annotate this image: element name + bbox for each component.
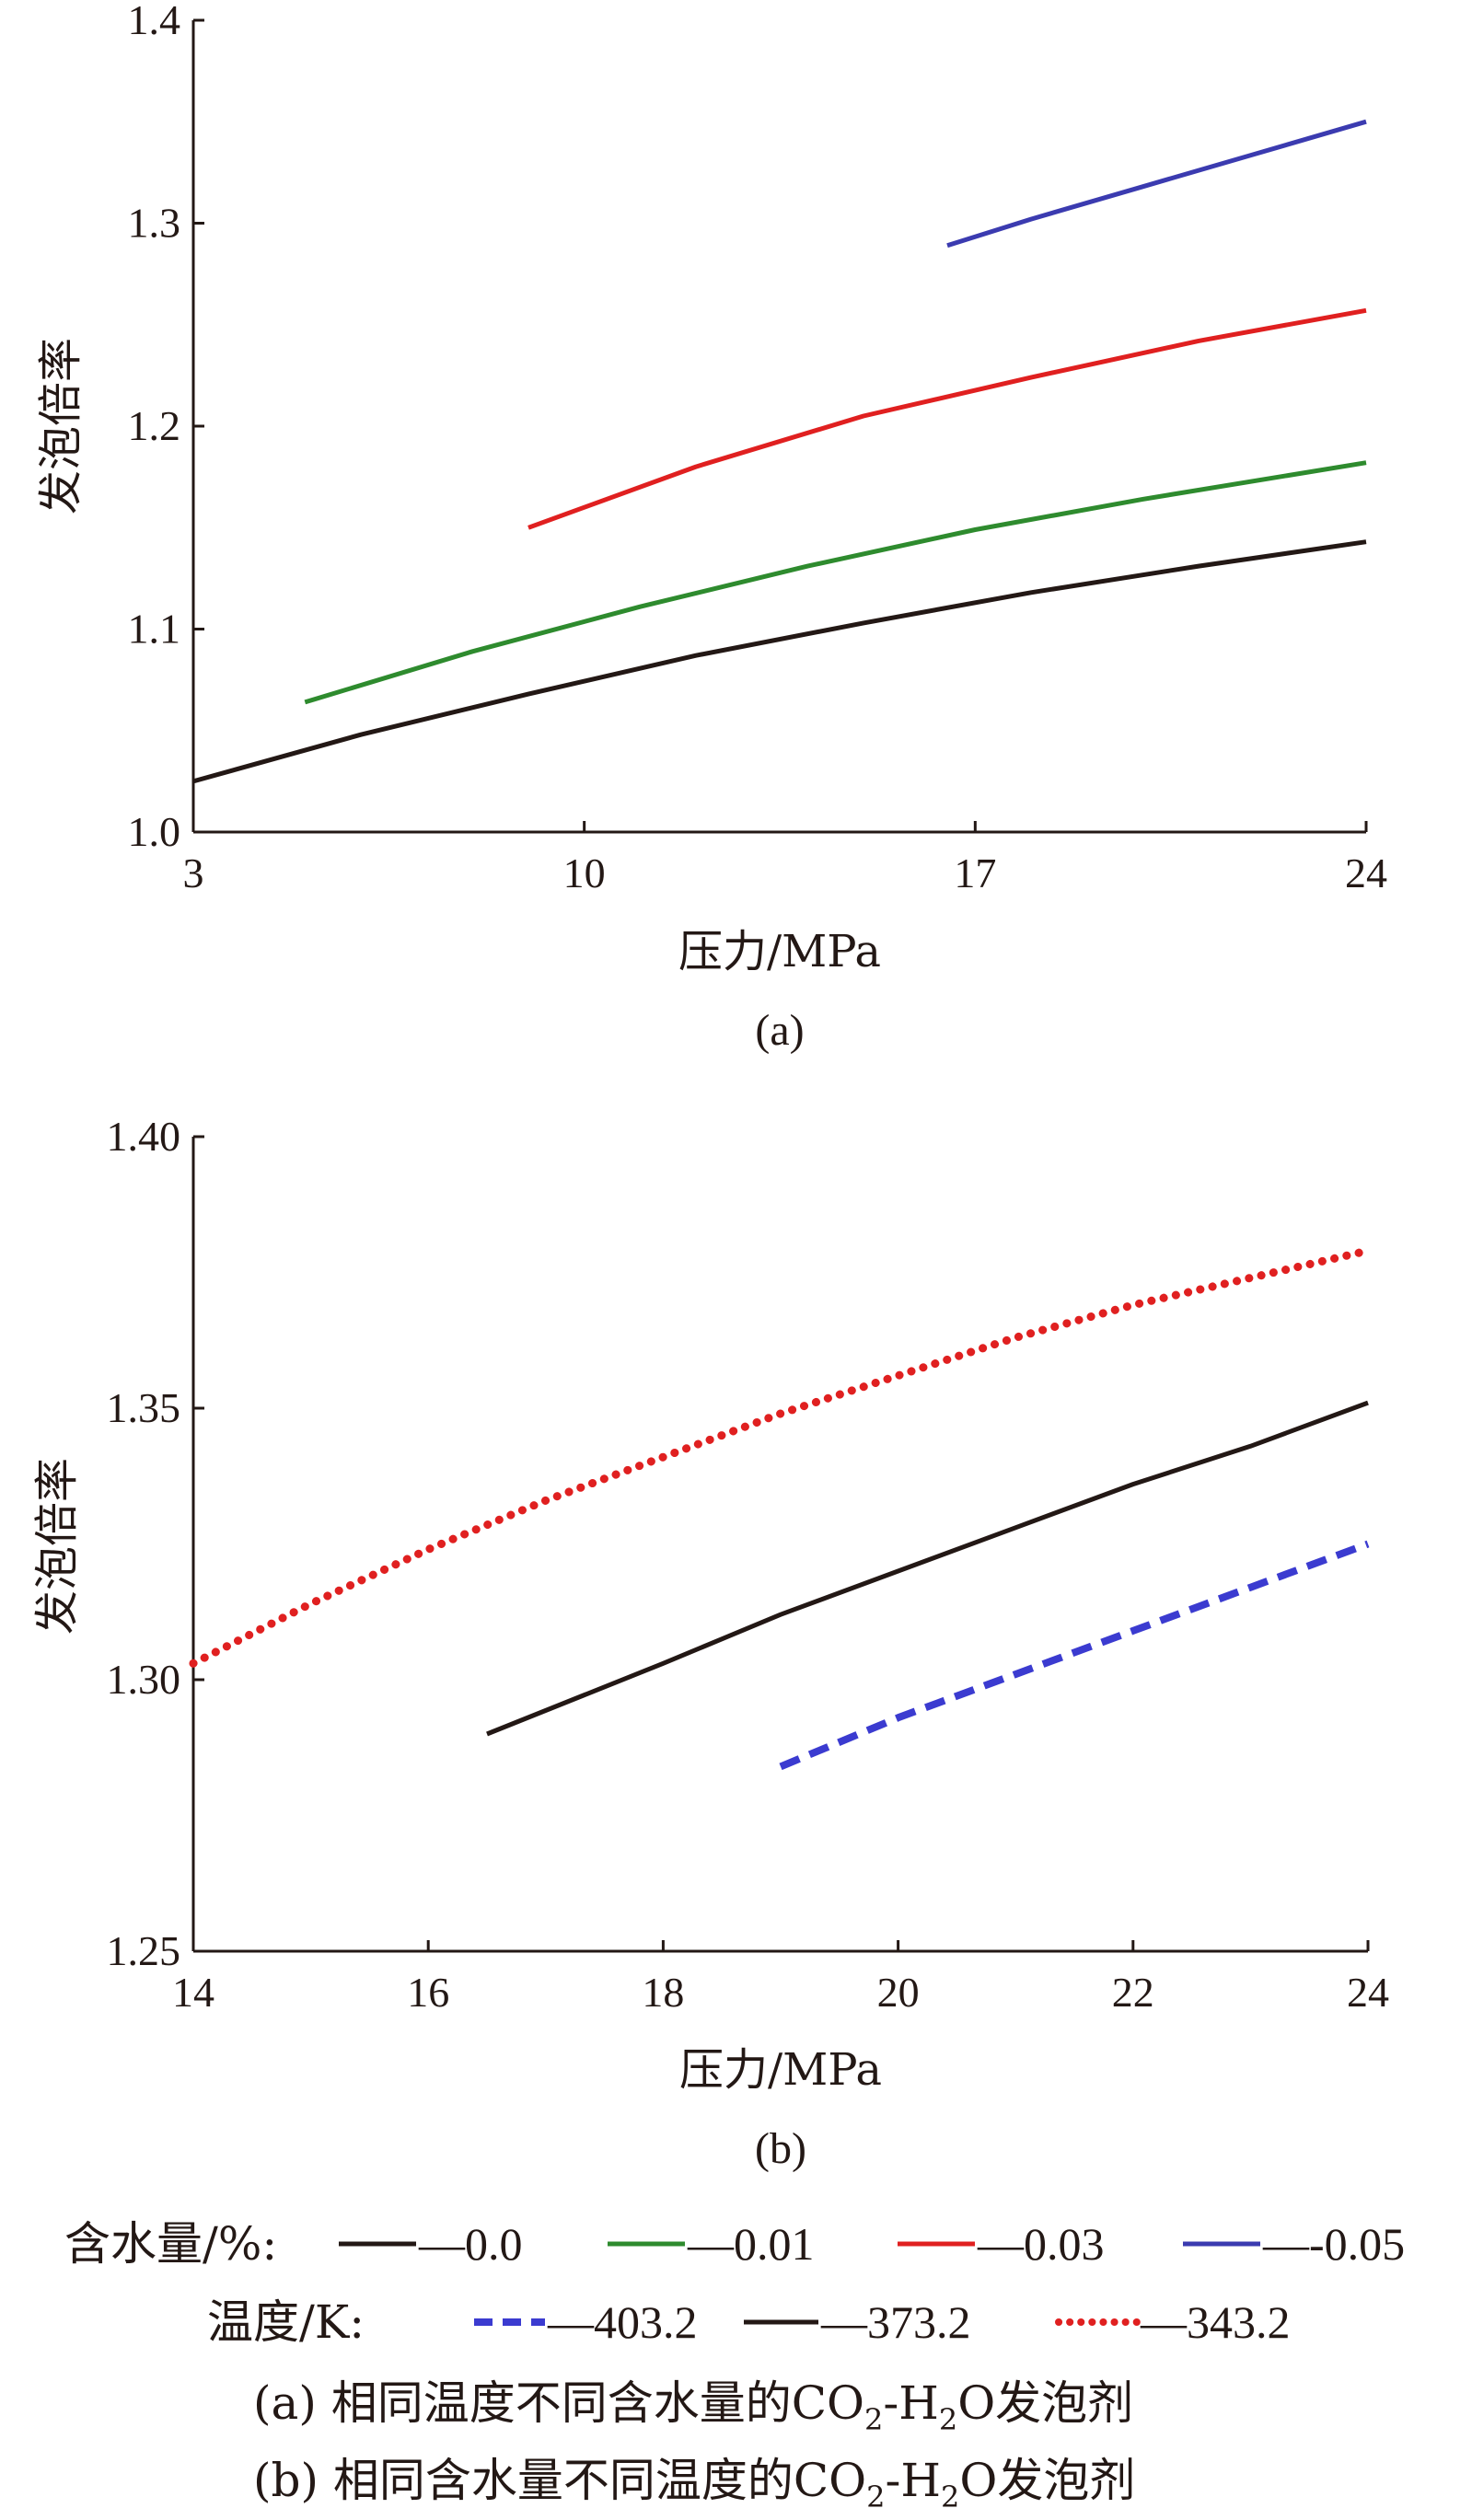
panel-a-xlabel: 压力/MPa	[678, 926, 881, 977]
panel-b-xtick-label: 20	[877, 1969, 920, 2016]
legend-temp-373.2: —373.2	[820, 2296, 971, 2348]
panel-b-series-343.2	[189, 1246, 1373, 1668]
caption-a-sub1: 2	[864, 2402, 883, 2437]
panel-b-ytick-label: 1.40	[107, 1113, 181, 1160]
panel-b-ylabel: 发泡倍率	[31, 1458, 83, 1635]
caption-line-b: (b) 相同含水量不同温度的CO2-H2O发泡剂	[253, 2454, 1135, 2514]
caption-b-sub2: 2	[941, 2480, 959, 2514]
panel-b-xtick-label: 24	[1347, 1969, 1389, 2016]
caption-a-prefix: (a) 相同温度不同含水量的CO	[253, 2376, 864, 2430]
panel-b-ytick-label: 1.30	[107, 1656, 181, 1703]
panel-a-ylabel: 发泡倍率	[35, 338, 87, 514]
panel-a-xtick-label: 10	[563, 850, 606, 896]
panel-a-sublabel: (a)	[755, 1006, 804, 1055]
panel-b-series-403.2	[779, 1540, 1370, 1771]
legend-water-0.03: —0.03	[977, 2218, 1105, 2270]
legend-temp-label: 温度/K:	[207, 2295, 365, 2349]
legend-temp-403.2: —403.2	[547, 2296, 698, 2348]
panel-b-xtick-label: 18	[642, 1969, 684, 2016]
chart-panel-a: 3 10 17 24 1.0 1.1 1.2 1.3 1.4 压力/MPa 发泡倍率 (a)	[35, 0, 1387, 1055]
legend-water-0.01: —0.01	[687, 2218, 815, 2270]
caption-b-mid: -H	[886, 2454, 942, 2507]
panel-a-ytick-label: 1.1	[128, 606, 181, 653]
panel-a-xtick-label: 3	[183, 850, 204, 896]
legend-water-0.05: —-0.05	[1262, 2218, 1405, 2270]
panel-a-ytick-label: 1.4	[128, 0, 181, 43]
legend-water-label: 含水量/%:	[64, 2217, 277, 2271]
panel-a-series-0.05	[946, 119, 1367, 249]
caption-b-sub1: 2	[866, 2480, 885, 2514]
legend-temp-343.2: —343.2	[1140, 2296, 1291, 2348]
caption-b-suffix: O发泡剂	[959, 2454, 1135, 2507]
panel-a-series-0.0	[192, 539, 1367, 784]
panel-b-sublabel: (b)	[755, 2124, 806, 2173]
panel-a-ytick-label: 1.2	[128, 402, 181, 449]
figure-caption: (a) 相同温度不同含水量的CO2-H2O发泡剂 (b) 相同含水量不同温度的C…	[253, 2376, 1135, 2514]
panel-b-ytick-label: 1.25	[107, 1927, 181, 1974]
caption-a-sub2: 2	[939, 2402, 957, 2437]
panel-b-series-373.2	[486, 1400, 1369, 1737]
panel-a-ytick-label: 1.0	[128, 808, 181, 855]
legend: 含水量/%: —0.0 —0.01 —0.03 —-0.05 温度/K: —40…	[64, 2217, 1405, 2349]
panel-b-xtick-label: 22	[1112, 1969, 1154, 2016]
caption-b-prefix: (b) 相同含水量不同温度的CO	[253, 2454, 866, 2507]
chart-panel-b: 14 16 18 20 22 24 1.25 1.30 1.35 1.40 压力/MPa 发泡倍…	[31, 1113, 1389, 2173]
caption-line-a: (a) 相同温度不同含水量的CO2-H2O发泡剂	[253, 2376, 1133, 2437]
panel-b-ytick-label: 1.35	[107, 1384, 181, 1431]
caption-a-suffix: O发泡剂	[957, 2376, 1133, 2430]
panel-a-xtick-label: 17	[954, 850, 996, 896]
legend-water-0.0: —0.0	[418, 2218, 523, 2270]
panel-a-ytick-label: 1.3	[128, 200, 181, 247]
panel-b-xtick-label: 14	[172, 1969, 214, 2016]
caption-a-mid: -H	[883, 2376, 939, 2430]
panel-a-xtick-label: 24	[1345, 850, 1387, 896]
panel-a-series-0.01	[304, 460, 1367, 705]
panel-b-xtick-label: 16	[407, 1969, 449, 2016]
panel-b-xlabel: 压力/MPa	[679, 2044, 882, 2096]
panel-a-series-0.03	[527, 307, 1367, 530]
